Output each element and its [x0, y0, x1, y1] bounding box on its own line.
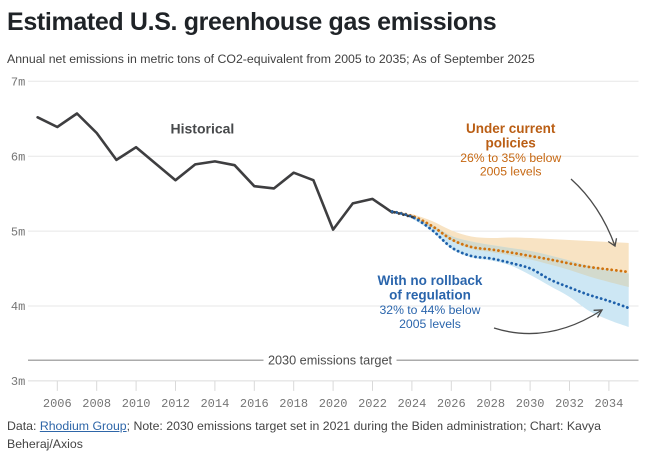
svg-text:Under current: Under current	[466, 121, 556, 136]
svg-text:2030 emissions target: 2030 emissions target	[268, 353, 393, 367]
svg-text:With no rollback: With no rollback	[378, 273, 483, 288]
svg-text:Historical: Historical	[171, 121, 235, 137]
svg-text:5m: 5m	[11, 225, 25, 239]
svg-text:6m: 6m	[11, 150, 25, 164]
svg-text:2010: 2010	[122, 397, 151, 411]
svg-text:of regulation: of regulation	[389, 287, 471, 302]
svg-text:2032: 2032	[555, 397, 584, 411]
svg-text:7m: 7m	[11, 76, 25, 90]
svg-text:2014: 2014	[200, 397, 229, 411]
svg-text:32% to 44% below: 32% to 44% below	[380, 303, 481, 317]
svg-text:2008: 2008	[82, 397, 111, 411]
svg-text:2024: 2024	[397, 397, 426, 411]
svg-text:2028: 2028	[476, 397, 505, 411]
svg-text:2022: 2022	[358, 397, 387, 411]
svg-text:2020: 2020	[319, 397, 348, 411]
svg-text:26% to 35% below: 26% to 35% below	[460, 151, 561, 165]
svg-text:2034: 2034	[594, 397, 623, 411]
svg-text:policies: policies	[486, 135, 536, 150]
svg-text:2006: 2006	[43, 397, 72, 411]
svg-text:4m: 4m	[11, 300, 25, 314]
svg-text:3m: 3m	[11, 375, 25, 389]
svg-text:2026: 2026	[437, 397, 466, 411]
svg-text:2005 levels: 2005 levels	[399, 317, 461, 331]
svg-text:2012: 2012	[161, 397, 190, 411]
svg-text:2030: 2030	[516, 397, 545, 411]
svg-text:2005 levels: 2005 levels	[480, 165, 542, 179]
svg-text:2018: 2018	[279, 397, 308, 411]
svg-text:2016: 2016	[240, 397, 269, 411]
